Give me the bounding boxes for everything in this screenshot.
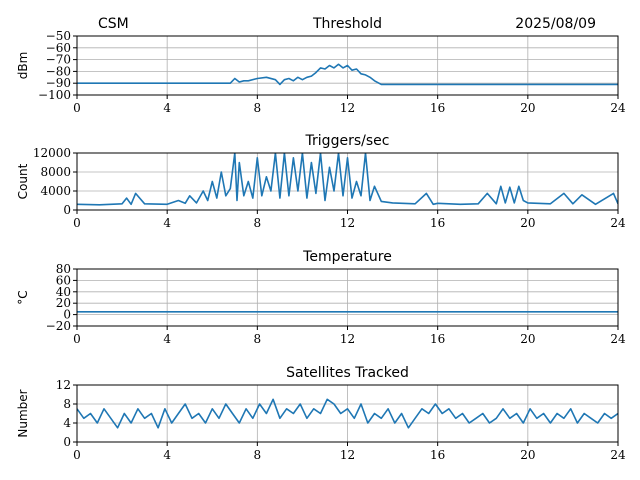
x-tick-label: 8: [254, 216, 262, 230]
y-tick-label: −100: [38, 88, 71, 102]
x-tick-label: 8: [254, 448, 262, 462]
x-tick-label: 20: [520, 216, 535, 230]
chart-title: Temperature: [302, 249, 392, 265]
x-tick-label: 24: [610, 101, 626, 115]
y-tick-label: −50: [46, 29, 71, 43]
chart-title: Satellites Tracked: [286, 365, 409, 381]
header-left-label: CSM: [98, 16, 129, 32]
x-tick-label: 12: [340, 332, 355, 346]
x-tick-label: 20: [520, 101, 535, 115]
header-right-date: 2025/08/09: [515, 16, 596, 32]
y-tick-label: 20: [56, 296, 71, 310]
y-tick-label: −20: [46, 319, 71, 333]
x-tick-label: 0: [73, 101, 81, 115]
y-tick-label: 4: [63, 416, 71, 430]
chart-panel-1: 0 4 8 12 16 20 24 0 4000 8000 12000 Triggers/sec Cou…: [16, 133, 626, 230]
x-tick-label: 16: [430, 332, 445, 346]
x-tick-label: 0: [73, 448, 81, 462]
chart-panel-3: 0 4 8 12 16 20 24 0 4 8 12 Satellites Tracked Number: [16, 365, 626, 462]
x-tick-label: 16: [430, 448, 445, 462]
x-tick-label: 16: [430, 216, 445, 230]
series-line: [77, 63, 618, 86]
y-tick-label: 0: [63, 308, 71, 322]
x-tick-label: 8: [254, 332, 262, 346]
y-tick-label: 8: [63, 397, 71, 411]
x-tick-label: 4: [163, 332, 171, 346]
x-tick-label: 24: [610, 216, 626, 230]
y-tick-label: 4000: [40, 184, 71, 198]
y-tick-label: 0: [63, 435, 71, 449]
x-tick-label: 12: [340, 448, 355, 462]
chart-title: Triggers/sec: [305, 133, 390, 149]
x-tick-label: 0: [73, 216, 81, 230]
x-tick-label: 4: [163, 101, 171, 115]
y-tick-label: 12000: [33, 146, 71, 160]
chart-panels: 0 4 8 12 16 20 24 −100−90−80−70−60−50 Threshold d…: [16, 16, 626, 462]
x-tick-label: 12: [340, 101, 355, 115]
y-axis-label: °C: [16, 290, 30, 304]
x-tick-label: 0: [73, 332, 81, 346]
x-tick-label: 8: [254, 101, 262, 115]
chart-title: Threshold: [312, 16, 382, 32]
x-tick-label: 4: [163, 216, 171, 230]
x-tick-label: 12: [340, 216, 355, 230]
x-tick-label: 24: [610, 332, 626, 346]
y-axis-label: dBm: [16, 52, 30, 80]
y-axis-label: Number: [16, 389, 30, 437]
y-tick-label: 40: [56, 285, 71, 299]
x-tick-label: 16: [430, 101, 445, 115]
y-tick-label: 8000: [40, 165, 71, 179]
y-tick-label: 12: [56, 378, 71, 392]
chart-panel-0: 0 4 8 12 16 20 24 −100−90−80−70−60−50 Threshold d…: [16, 16, 626, 115]
x-tick-label: 4: [163, 448, 171, 462]
y-tick-label: −70: [46, 53, 71, 67]
y-tick-label: 60: [56, 273, 71, 287]
x-tick-label: 20: [520, 448, 535, 462]
y-axis-label: Count: [16, 163, 30, 199]
x-tick-label: 24: [610, 448, 626, 462]
y-tick-label: −60: [46, 41, 71, 55]
x-tick-label: 20: [520, 332, 535, 346]
y-tick-label: 0: [63, 203, 71, 217]
y-tick-label: 80: [56, 262, 71, 276]
series-line: [77, 398, 618, 429]
series-line: [77, 153, 618, 206]
y-tick-label: −80: [46, 64, 71, 78]
y-tick-label: −90: [46, 76, 71, 90]
